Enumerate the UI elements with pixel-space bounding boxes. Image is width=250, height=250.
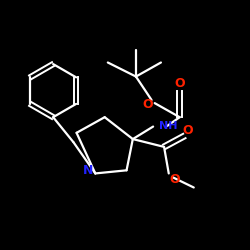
Text: O: O bbox=[174, 77, 185, 90]
Text: O: O bbox=[169, 172, 180, 186]
Text: N: N bbox=[83, 164, 94, 177]
Text: O: O bbox=[182, 124, 193, 137]
Text: NH: NH bbox=[160, 120, 178, 130]
Text: O: O bbox=[142, 98, 153, 110]
